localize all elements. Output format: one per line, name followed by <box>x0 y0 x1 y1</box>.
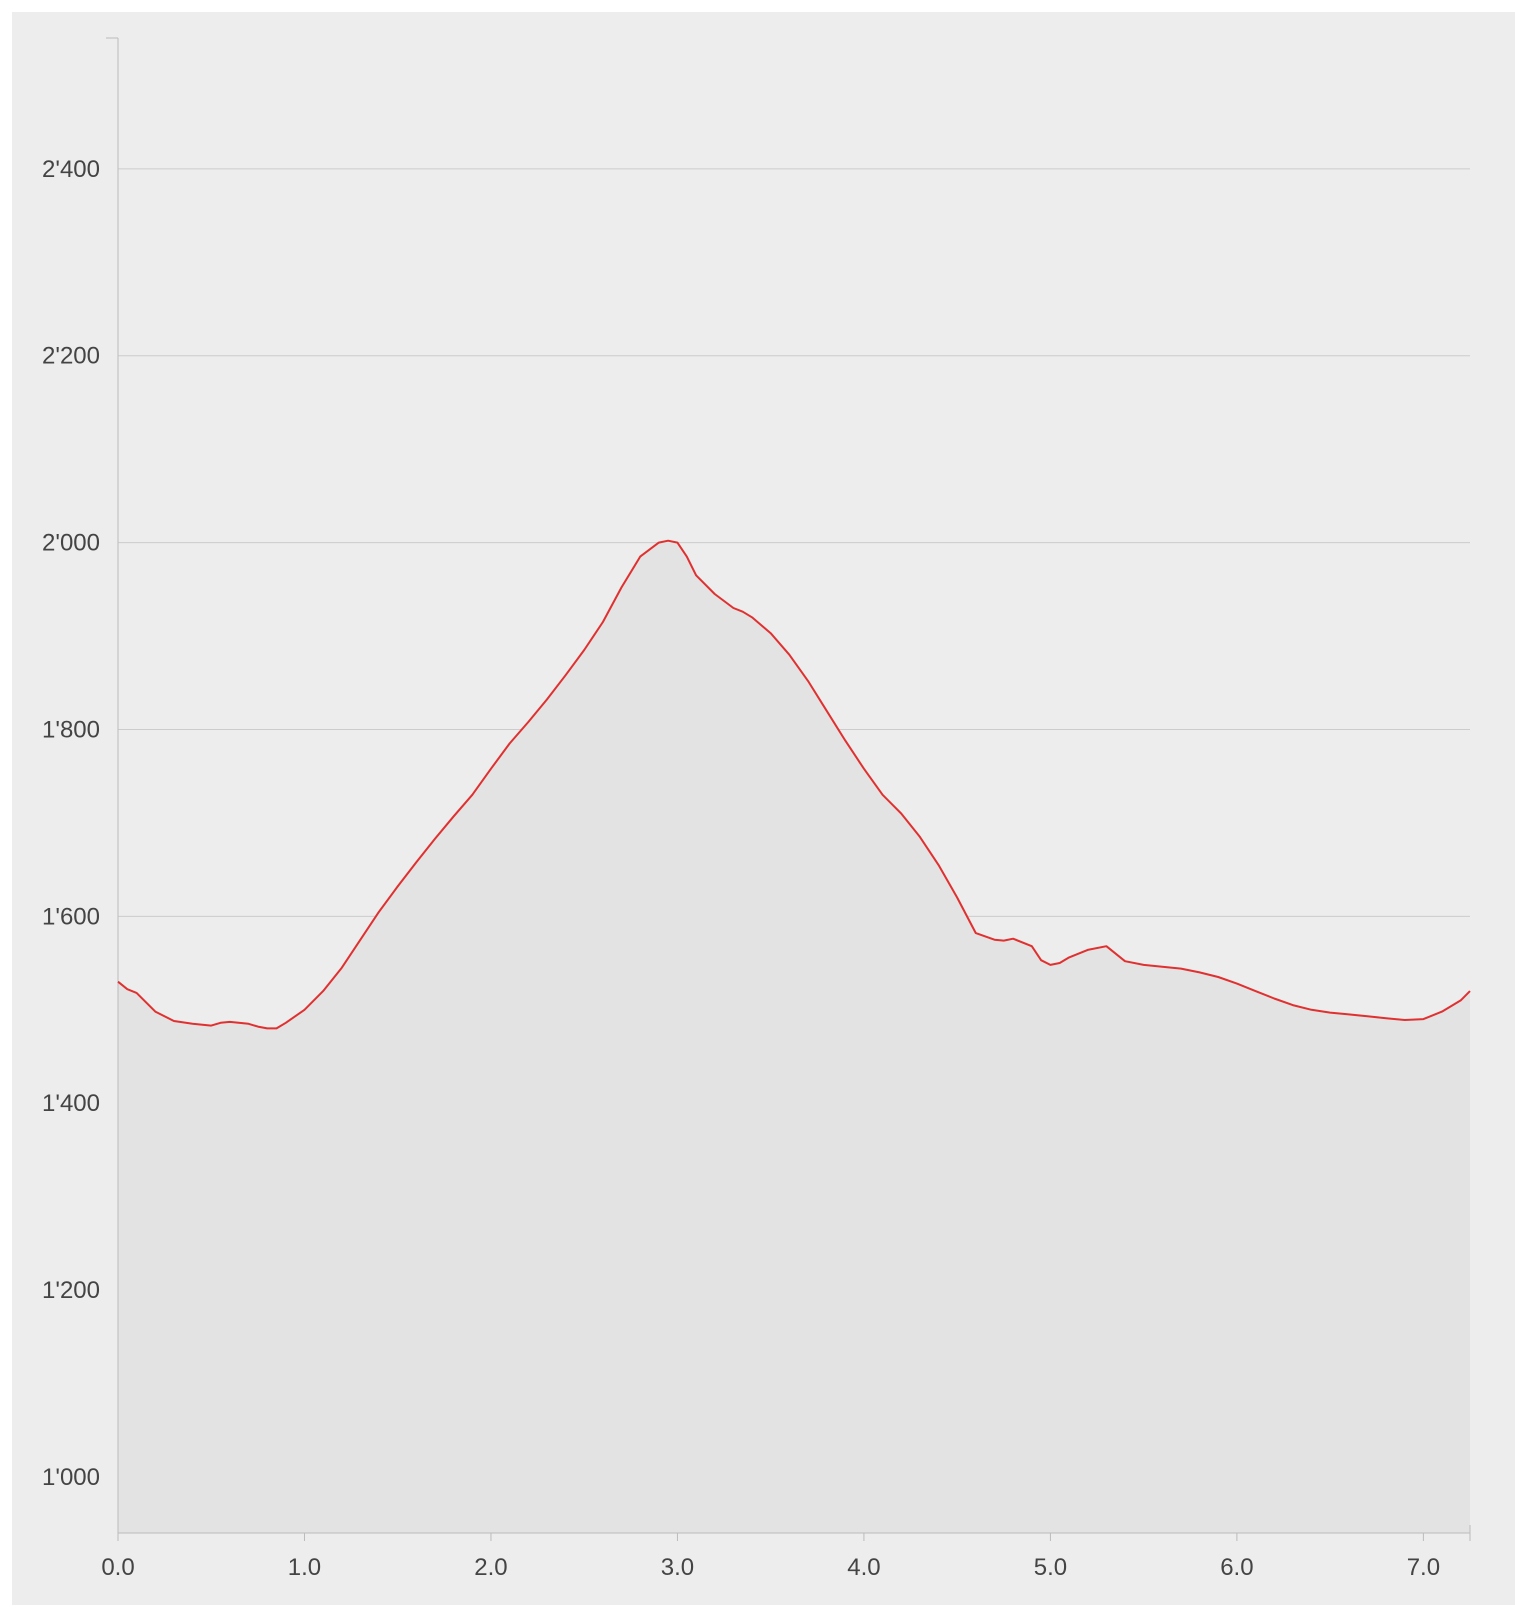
x-tick-label: 3.0 <box>661 1554 694 1581</box>
y-tick-label: 2'400 <box>42 156 100 183</box>
x-tick-label: 2.0 <box>474 1554 507 1581</box>
axes <box>106 37 1471 1541</box>
x-tick-labels: 0.0 1.0 2.0 3.0 4.0 5.0 6.0 7.0 <box>101 1554 1440 1581</box>
area-layer <box>118 540 1470 1533</box>
y-tick-label: 1'600 <box>42 903 100 930</box>
x-tick-label: 4.0 <box>847 1554 880 1581</box>
x-tick-label: 0.0 <box>101 1554 134 1581</box>
elevation-chart: 1'000 1'200 1'400 1'600 1'800 2'000 2'200 2'400… <box>42 37 1471 1581</box>
y-tick-label: 1'800 <box>42 716 100 743</box>
x-tick-label: 1.0 <box>288 1554 321 1581</box>
elevation-area <box>118 540 1470 1533</box>
elevation-line <box>117 539 1471 1030</box>
chart-panel: 1'000 1'200 1'400 1'600 1'800 2'000 2'200 2'400… <box>12 12 1515 1605</box>
y-tick-labels: 1'000 1'200 1'400 1'600 1'800 2'000 2'200 2'400 <box>42 156 100 1491</box>
y-tick-label: 1'000 <box>42 1464 100 1491</box>
x-tick-label: 6.0 <box>1220 1554 1253 1581</box>
y-tick-label: 1'400 <box>42 1090 100 1117</box>
x-tick-label: 7.0 <box>1407 1554 1440 1581</box>
line-layer <box>117 539 1471 1030</box>
y-tick-label: 1'200 <box>42 1277 100 1304</box>
y-tick-label: 2'200 <box>42 343 100 370</box>
y-tick-label: 2'000 <box>42 530 100 557</box>
x-tick-label: 5.0 <box>1034 1554 1067 1581</box>
